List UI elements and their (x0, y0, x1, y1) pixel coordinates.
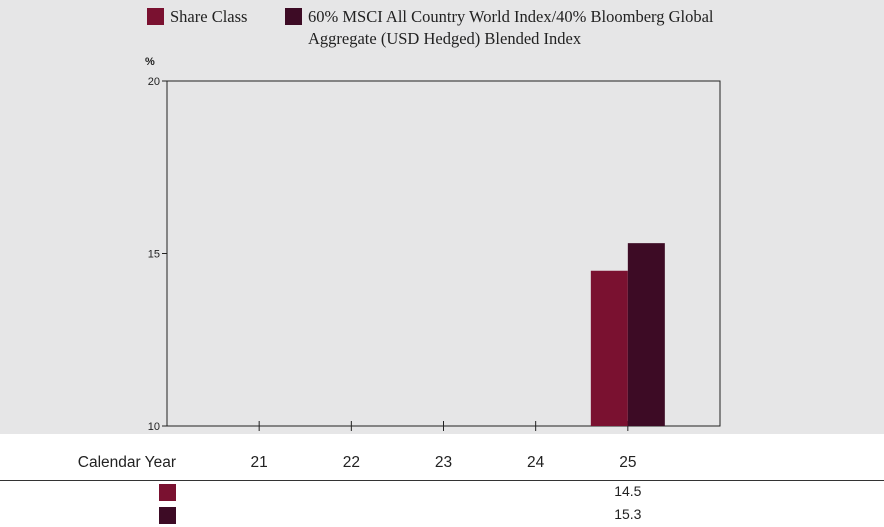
data-table: Calendar Year 21 22 23 24 25 14.5 15.3 (0, 434, 884, 527)
bars (590, 243, 665, 426)
table-value-blended-index-25: 15.3 (614, 506, 642, 522)
table-year-23: 23 (434, 454, 453, 471)
legend-swatch-blended-index (285, 8, 302, 25)
table-year-22: 22 (342, 454, 360, 471)
table-row-swatch-share-class (159, 484, 176, 501)
y-axis: 10 15 20 (148, 76, 167, 433)
bar-share-class-25 (590, 270, 628, 426)
legend-label-share-class: Share Class (170, 7, 248, 26)
legend-item-share-class: Share Class (147, 6, 247, 28)
y-tick-label: 15 (148, 249, 160, 261)
table-value-share-class-25: 14.5 (614, 483, 642, 499)
table-year-24: 24 (527, 454, 545, 471)
table-year-25: 25 (619, 454, 637, 471)
table-divider (0, 480, 884, 481)
y-axis-unit-label: % (145, 56, 155, 68)
table-header-label: Calendar Year (77, 454, 176, 471)
table-row-swatch-blended-index (159, 507, 176, 524)
y-tick-label: 10 (148, 421, 160, 433)
legend-item-blended-index: 60% MSCI All Country World Index/40% Blo… (285, 6, 755, 50)
chart: % 10 15 20 (145, 56, 721, 433)
table-year-21: 21 (250, 454, 268, 471)
y-tick-label: 20 (148, 76, 160, 88)
bar-blended-index-25 (627, 243, 665, 426)
plot-background (0, 0, 884, 434)
legend-swatch-share-class (147, 8, 164, 25)
legend-label-blended-index: 60% MSCI All Country World Index/40% Blo… (308, 7, 714, 48)
